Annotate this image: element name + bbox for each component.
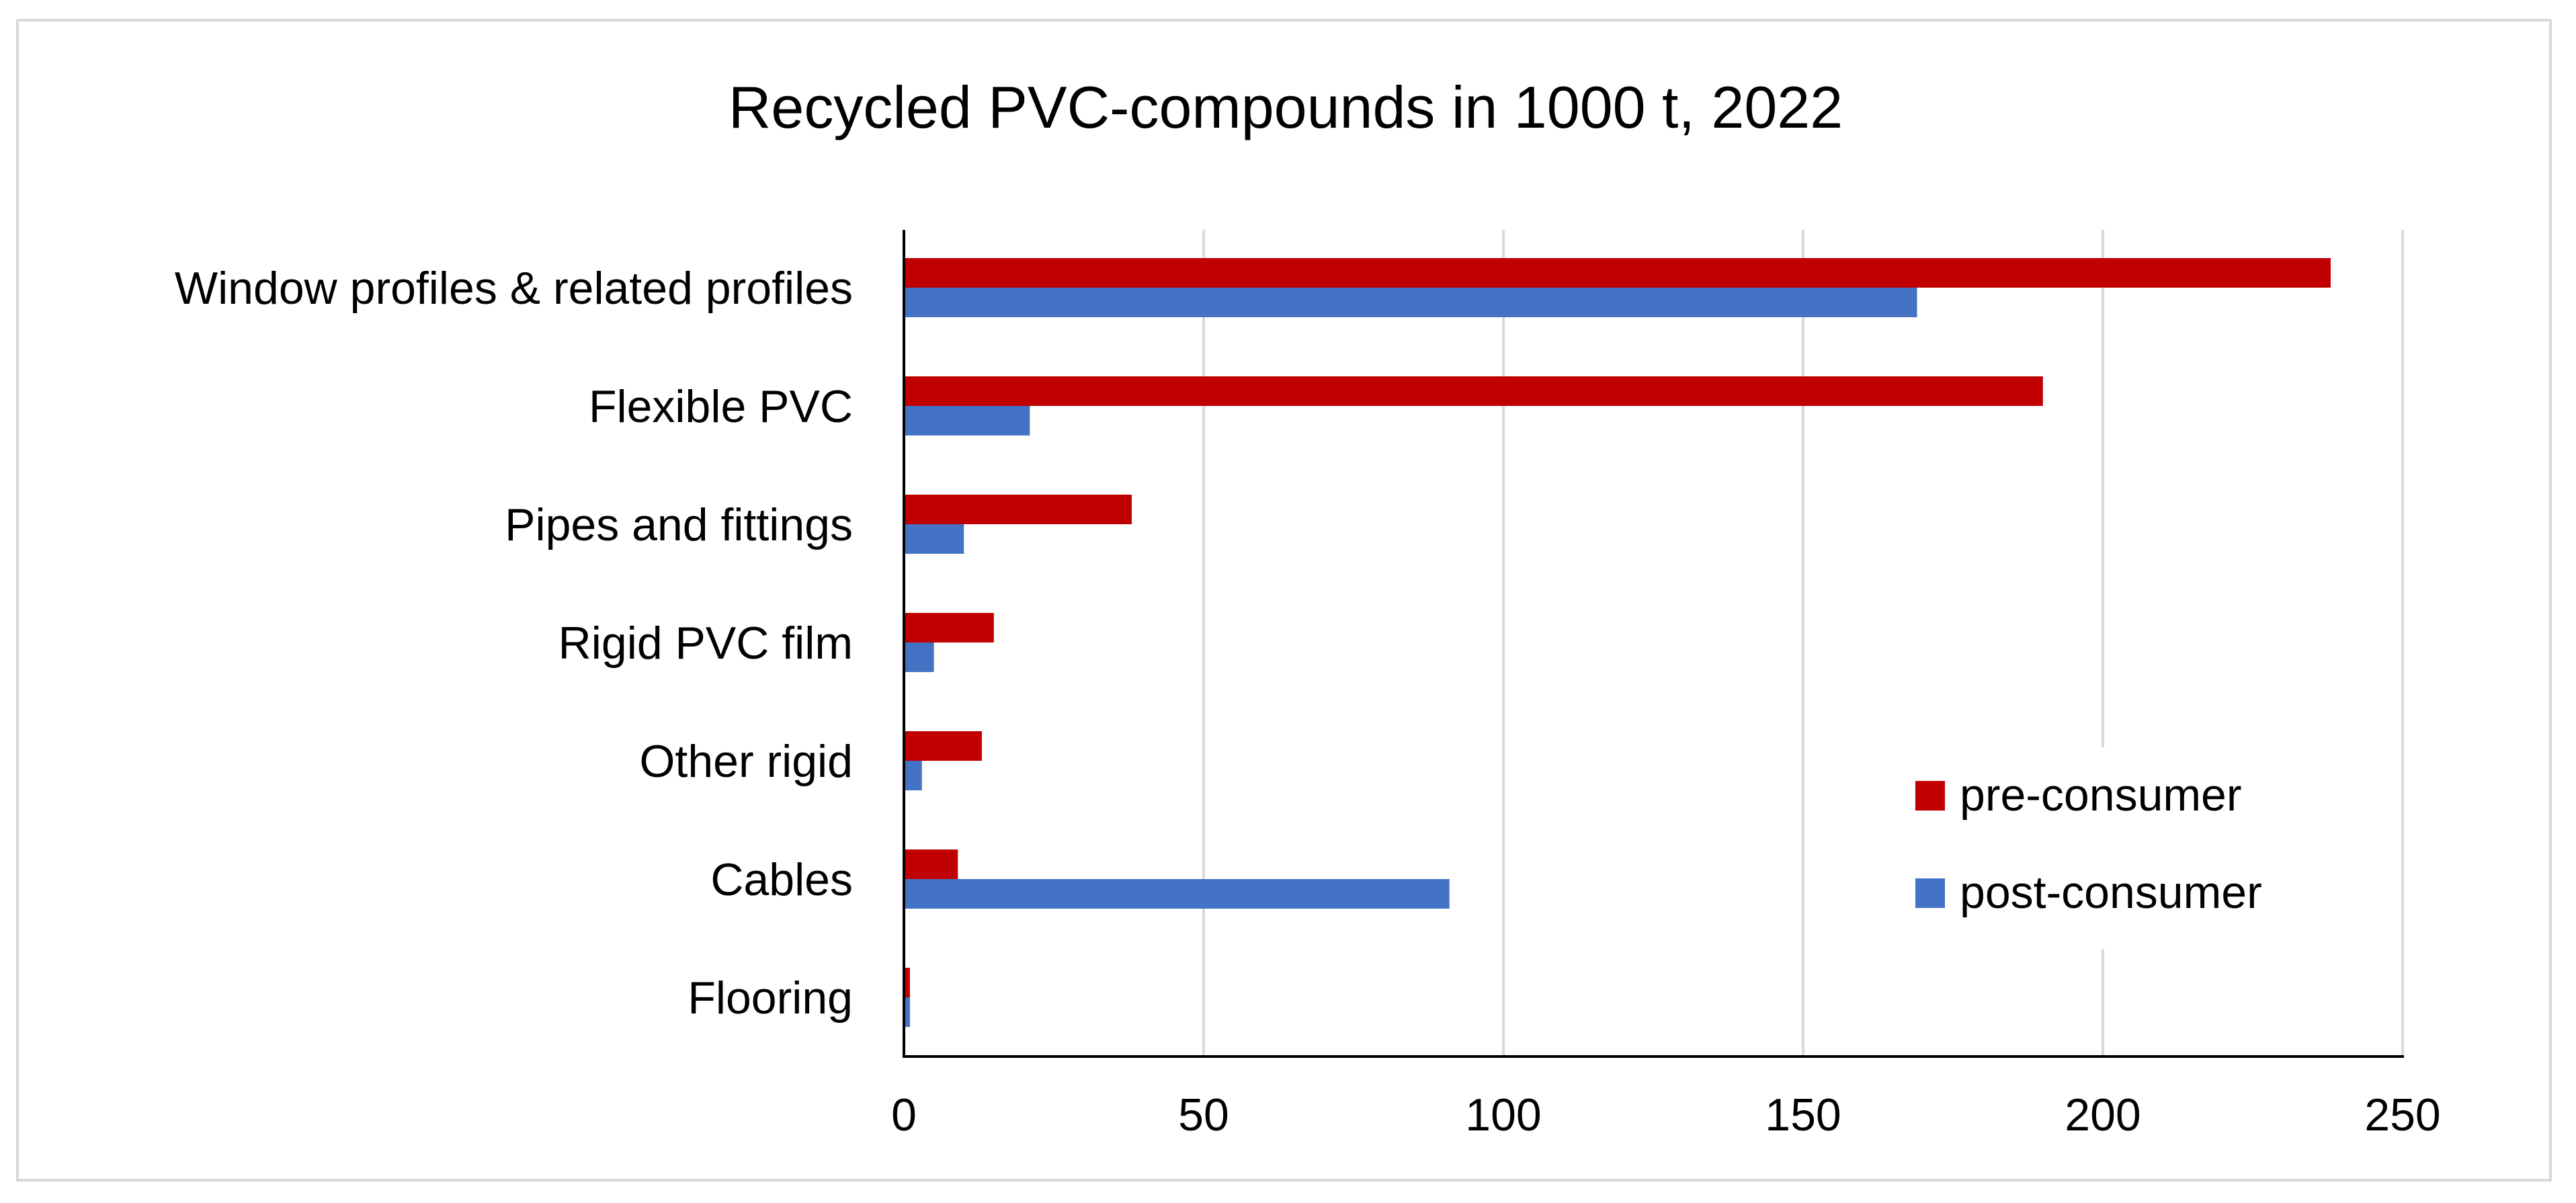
x-tick-label: 0 xyxy=(891,1089,917,1140)
legend-label: post-consumer xyxy=(1960,867,2262,918)
chart-svg: Recycled PVC-compounds in 1000 t, 2022 W… xyxy=(175,74,2441,1140)
category-label-layer: Window profiles & related profiles Flexib… xyxy=(175,263,853,1024)
category-label: Cables xyxy=(710,854,853,905)
bar-pre-consumer xyxy=(904,613,994,642)
category-label: Rigid PVC film xyxy=(558,618,853,669)
bar-post-consumer xyxy=(904,524,964,554)
x-tick-label: 250 xyxy=(2364,1089,2440,1140)
x-tick-label: 100 xyxy=(1465,1089,1541,1140)
legend-label: pre-consumer xyxy=(1960,770,2242,821)
legend-box xyxy=(1880,747,2297,949)
x-tick-label: 200 xyxy=(2065,1089,2141,1140)
x-tick-label: 150 xyxy=(1765,1089,1841,1140)
bar-post-consumer xyxy=(904,761,922,790)
category-label: Window profiles & related profiles xyxy=(175,263,853,314)
x-tick-label: 50 xyxy=(1178,1089,1229,1140)
bar-layer xyxy=(904,258,2331,1027)
tick-label-layer: 0 50 100 150 200 250 xyxy=(891,1089,2441,1140)
category-label: Flexible PVC xyxy=(589,381,853,432)
chart-title: Recycled PVC-compounds in 1000 t, 2022 xyxy=(729,74,1843,140)
bar-pre-consumer xyxy=(904,495,1132,524)
bar-pre-consumer xyxy=(904,376,2043,406)
category-label: Flooring xyxy=(688,972,853,1024)
category-label: Other rigid xyxy=(640,736,853,787)
legend-swatch-post-consumer xyxy=(1915,878,1945,908)
bar-post-consumer xyxy=(904,997,910,1027)
category-label: Pipes and fittings xyxy=(505,499,853,550)
bar-pre-consumer xyxy=(904,968,910,997)
bar-post-consumer xyxy=(904,406,1030,435)
chart-frame: Recycled PVC-compounds in 1000 t, 2022 W… xyxy=(16,19,2552,1181)
legend-swatch-pre-consumer xyxy=(1915,781,1945,811)
bar-pre-consumer xyxy=(904,731,982,761)
bar-post-consumer xyxy=(904,288,1917,317)
bar-post-consumer xyxy=(904,879,1450,909)
legend-layer: pre-consumer post-consumer xyxy=(1880,747,2297,949)
bar-post-consumer xyxy=(904,642,934,672)
bar-pre-consumer xyxy=(904,258,2331,288)
axis-layer xyxy=(903,230,2404,1058)
bar-pre-consumer xyxy=(904,849,958,879)
